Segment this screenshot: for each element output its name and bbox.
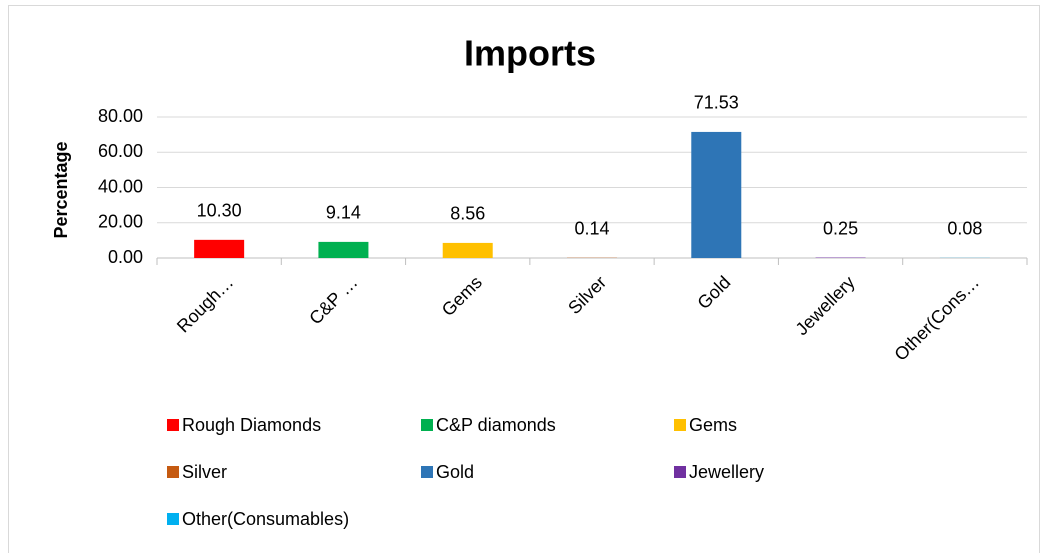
legend-swatch bbox=[674, 419, 686, 431]
y-tick-label: 60.00 bbox=[98, 141, 143, 161]
bar bbox=[442, 242, 493, 258]
value-label: 0.14 bbox=[574, 219, 609, 239]
legend-swatch bbox=[167, 466, 179, 478]
y-tick-label: 80.00 bbox=[98, 106, 143, 126]
legend-label: Other(Consumables) bbox=[182, 509, 349, 529]
value-label: 71.53 bbox=[694, 93, 739, 113]
legend-swatch bbox=[167, 419, 179, 431]
value-label: 0.25 bbox=[823, 218, 858, 238]
legend-label: Jewellery bbox=[689, 462, 764, 482]
legend-label: Gems bbox=[689, 415, 737, 435]
y-tick-label: 40.00 bbox=[98, 176, 143, 196]
legend-label: Silver bbox=[182, 462, 227, 482]
bar bbox=[318, 241, 369, 258]
legend-label: Gold bbox=[436, 462, 474, 482]
value-label: 10.30 bbox=[197, 201, 242, 221]
bar bbox=[194, 239, 245, 258]
y-tick-label: 0.00 bbox=[108, 247, 143, 267]
y-tick-label: 20.00 bbox=[98, 212, 143, 232]
bar bbox=[691, 131, 742, 258]
value-label: 9.14 bbox=[326, 203, 361, 223]
legend-swatch bbox=[421, 419, 433, 431]
value-label: 8.56 bbox=[450, 204, 485, 224]
chart-frame bbox=[8, 5, 1040, 553]
value-label: 0.08 bbox=[947, 219, 982, 239]
legend-swatch bbox=[167, 513, 179, 525]
chart-title: Imports bbox=[464, 33, 596, 74]
legend-swatch bbox=[421, 466, 433, 478]
legend-swatch bbox=[674, 466, 686, 478]
legend-label: Rough Diamonds bbox=[182, 415, 321, 435]
legend-label: C&P diamonds bbox=[436, 415, 556, 435]
y-axis-label: Percentage bbox=[51, 141, 71, 238]
